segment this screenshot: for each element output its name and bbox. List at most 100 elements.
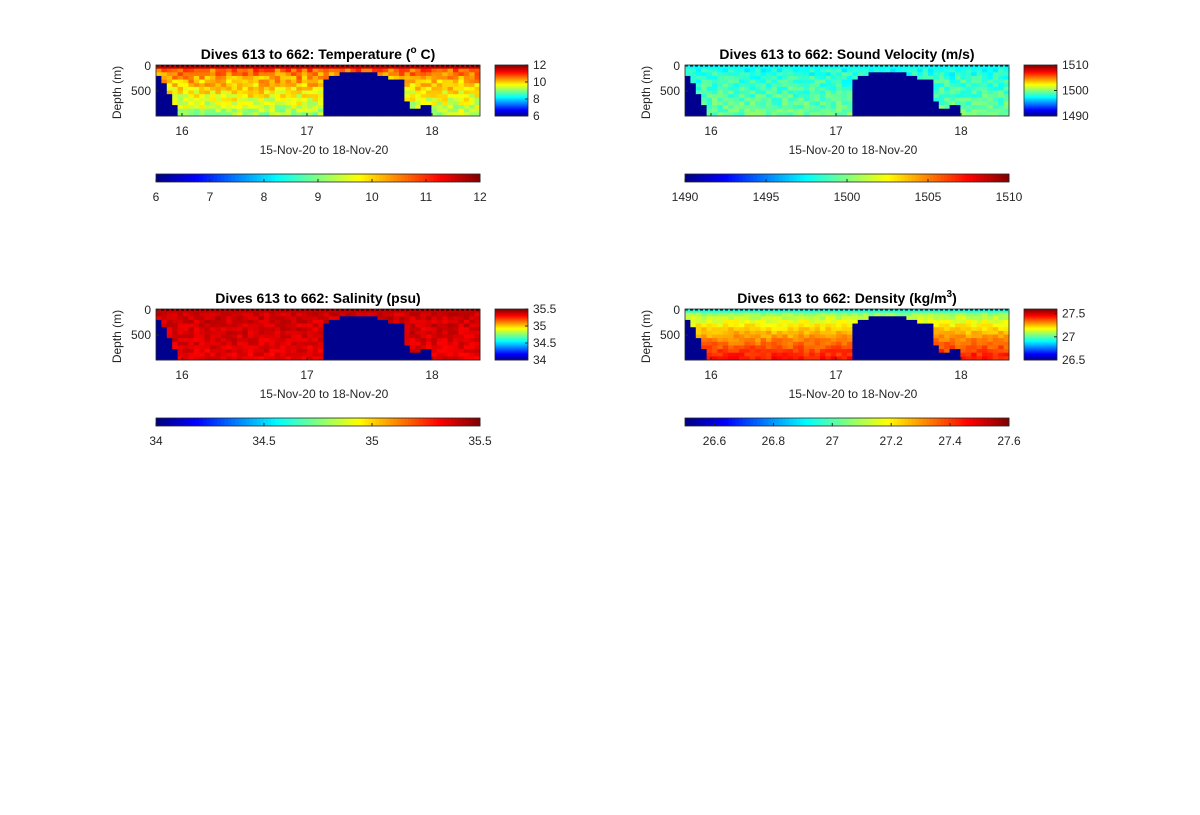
hcolorbar-segment <box>242 418 247 426</box>
hcolorbar-segment <box>444 174 448 182</box>
heatmap-cell <box>355 86 362 91</box>
heatmap-cell <box>863 79 869 84</box>
heatmap-cell <box>701 309 707 314</box>
heatmap-cell <box>307 97 313 102</box>
heatmap-cell <box>399 316 405 321</box>
heatmap-cell <box>998 83 1004 88</box>
hcolorbar-segment <box>893 418 898 426</box>
heatmap-cell <box>323 94 330 99</box>
heatmap-cell <box>814 319 821 324</box>
heatmap-cell <box>938 108 945 113</box>
heatmap-cell <box>415 97 421 102</box>
heatmap-cell <box>874 97 880 102</box>
heatmap-cell <box>814 349 821 354</box>
y-axis-label: Depth (m) <box>639 66 653 119</box>
colorbar-segment <box>1024 69 1057 71</box>
heatmap-cell <box>372 319 378 324</box>
heatmap-cell <box>712 105 718 110</box>
heatmap-cell <box>372 356 378 361</box>
heatmap-cell <box>836 319 842 324</box>
heatmap-cell <box>188 338 195 343</box>
hcolorbar-segment <box>965 174 970 182</box>
heatmap-cell <box>895 349 902 354</box>
heatmap-cell <box>830 309 837 314</box>
heatmap-cell <box>258 312 265 317</box>
heatmap-cell <box>237 356 243 361</box>
heatmap-cell <box>874 72 880 77</box>
heatmap-cell <box>701 319 707 324</box>
heatmap-cell <box>226 356 232 361</box>
hcolorbar-segment <box>951 418 956 426</box>
heatmap-cell <box>328 79 335 84</box>
heatmap-cell <box>204 349 211 354</box>
heatmap-cell <box>431 105 438 110</box>
heatmap-cell <box>399 345 405 350</box>
heatmap-cell <box>706 86 713 91</box>
heatmap-cell <box>901 316 907 321</box>
heatmap-cell <box>420 323 427 328</box>
heatmap-cell <box>156 101 162 106</box>
heatmap-cell <box>820 112 826 117</box>
heatmap-cell <box>944 68 950 73</box>
heatmap-cell <box>879 338 886 343</box>
heatmap-cell <box>782 112 788 117</box>
heatmap-cell <box>453 112 459 117</box>
heatmap-cell <box>922 327 929 332</box>
heatmap-cell <box>798 327 805 332</box>
heatmap-cell <box>323 349 330 354</box>
heatmap-cell <box>237 319 243 324</box>
heatmap-cell <box>231 309 238 314</box>
heatmap-cell <box>868 323 875 328</box>
colorbar-segment <box>495 326 528 328</box>
heatmap-cell <box>156 349 162 354</box>
heatmap-cell <box>426 341 432 346</box>
hcolorbar-segment <box>753 174 758 182</box>
heatmap-cell <box>998 68 1004 73</box>
heatmap-cell <box>382 341 389 346</box>
heatmap-cell <box>285 327 292 332</box>
heatmap-cell <box>906 86 913 91</box>
heatmap-cell <box>301 316 308 321</box>
colorbar-segment <box>495 107 528 110</box>
heatmap-cell <box>852 97 859 102</box>
heatmap-cell <box>820 94 826 99</box>
heatmap-cell <box>965 75 972 80</box>
heatmap-cell <box>960 83 967 88</box>
colorbar-segment <box>495 343 528 346</box>
heatmap-cell <box>199 75 205 80</box>
heatmap-cell <box>798 319 805 324</box>
colorbar-segment <box>495 314 528 316</box>
heatmap-cell <box>798 334 805 339</box>
heatmap-cell <box>199 334 205 339</box>
heatmap-cell <box>237 86 243 91</box>
heatmap-cell <box>355 83 362 88</box>
heatmap-cell <box>863 338 869 343</box>
colorbar-segment <box>495 65 528 67</box>
heatmap-cell <box>166 341 173 346</box>
heatmap-cell <box>922 97 929 102</box>
heatmap-cell <box>156 312 162 317</box>
heatmap-cell <box>285 90 292 95</box>
heatmap-cell <box>210 79 216 84</box>
heatmap-cell <box>301 323 308 328</box>
heatmap-cell <box>166 90 173 95</box>
heatmap-cell <box>825 341 832 346</box>
heatmap-cell <box>355 65 362 70</box>
heatmap-cell <box>766 108 772 113</box>
hcolorbar-segment <box>976 418 981 426</box>
heatmap-cell <box>318 75 324 80</box>
heatmap-cell <box>318 330 324 335</box>
heatmap-cell <box>220 319 227 324</box>
heatmap-cell <box>987 319 994 324</box>
heatmap-cell <box>264 312 270 317</box>
heatmap-cell <box>960 94 967 99</box>
heatmap-cell <box>938 90 945 95</box>
heatmap-cell <box>863 327 869 332</box>
heatmap-cell <box>188 345 195 350</box>
heatmap-cell <box>177 97 184 102</box>
heatmap-cell <box>998 86 1004 91</box>
heatmap-cell <box>868 319 875 324</box>
heatmap-cell <box>274 94 281 99</box>
heatmap-cell <box>685 97 691 102</box>
heatmap-cell <box>231 312 238 317</box>
